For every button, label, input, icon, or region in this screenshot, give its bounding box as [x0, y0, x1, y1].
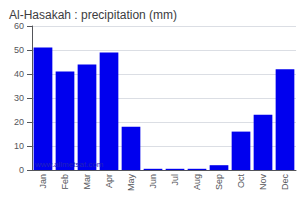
svg-text:Mar: Mar — [82, 174, 92, 190]
svg-text:40: 40 — [14, 69, 24, 79]
svg-text:60: 60 — [14, 21, 24, 31]
svg-text:Feb: Feb — [60, 174, 70, 190]
svg-text:Jan: Jan — [38, 174, 48, 189]
svg-text:10: 10 — [14, 141, 24, 151]
svg-text:Oct: Oct — [236, 174, 246, 189]
svg-text:50: 50 — [14, 45, 24, 55]
svg-text:Sep: Sep — [214, 174, 224, 190]
svg-text:Jul: Jul — [170, 174, 180, 186]
svg-text:0: 0 — [19, 165, 24, 175]
svg-text:Nov: Nov — [258, 174, 268, 191]
svg-text:Aug: Aug — [192, 174, 202, 190]
svg-text:30: 30 — [14, 93, 24, 103]
svg-text:20: 20 — [14, 117, 24, 127]
svg-text:Apr: Apr — [104, 174, 114, 188]
svg-text:www.allmetsat.com: www.allmetsat.com — [34, 160, 104, 169]
svg-text:Jun: Jun — [148, 174, 158, 189]
svg-text:Dec: Dec — [280, 174, 290, 191]
svg-text:May: May — [126, 174, 136, 192]
svg-text:Al-Hasakah : precipitation (mm: Al-Hasakah : precipitation (mm) — [9, 8, 177, 22]
